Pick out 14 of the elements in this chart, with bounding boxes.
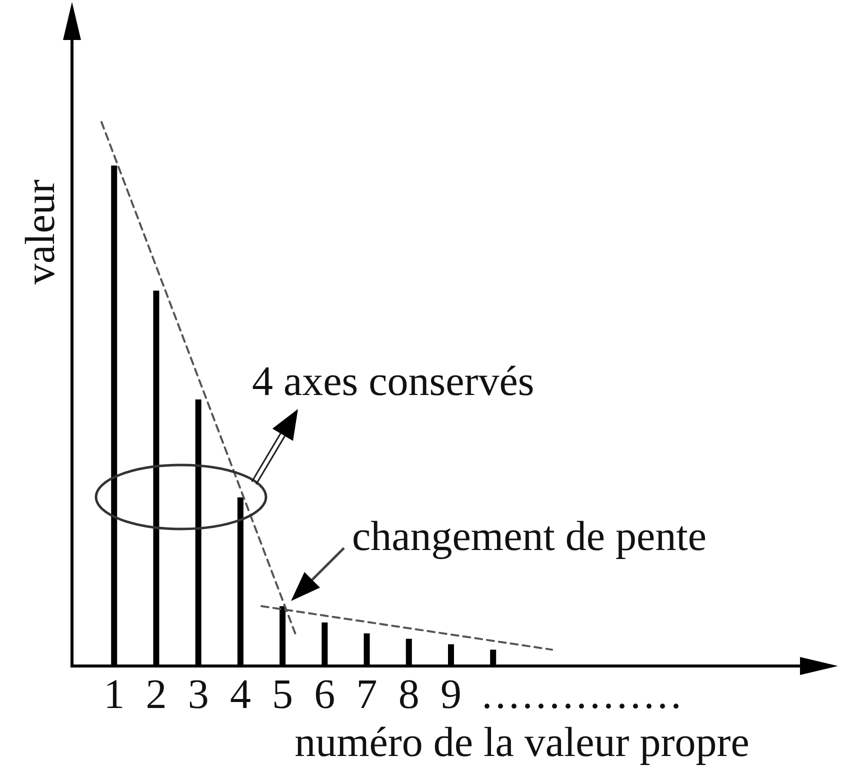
- x-tick-label: 2: [146, 672, 167, 718]
- annotation: 4 axes conservés: [252, 359, 534, 405]
- x-axis-title: numéro de la valeur propre: [294, 720, 750, 766]
- annotation: changement de pente: [352, 514, 706, 560]
- x-tick-label: 6: [314, 672, 336, 718]
- x-tick-label: 9: [440, 672, 462, 718]
- x-tick-label: 5: [272, 672, 294, 718]
- x-tick-label: 8: [398, 672, 420, 718]
- x-tick-label: ...............: [482, 672, 682, 718]
- x-tick-label: 4: [230, 672, 251, 718]
- y-axis-title: valeur: [18, 180, 64, 284]
- x-tick-label: 3: [188, 672, 209, 718]
- x-tick-label: 7: [356, 672, 378, 718]
- x-tick-label: 1: [104, 672, 125, 718]
